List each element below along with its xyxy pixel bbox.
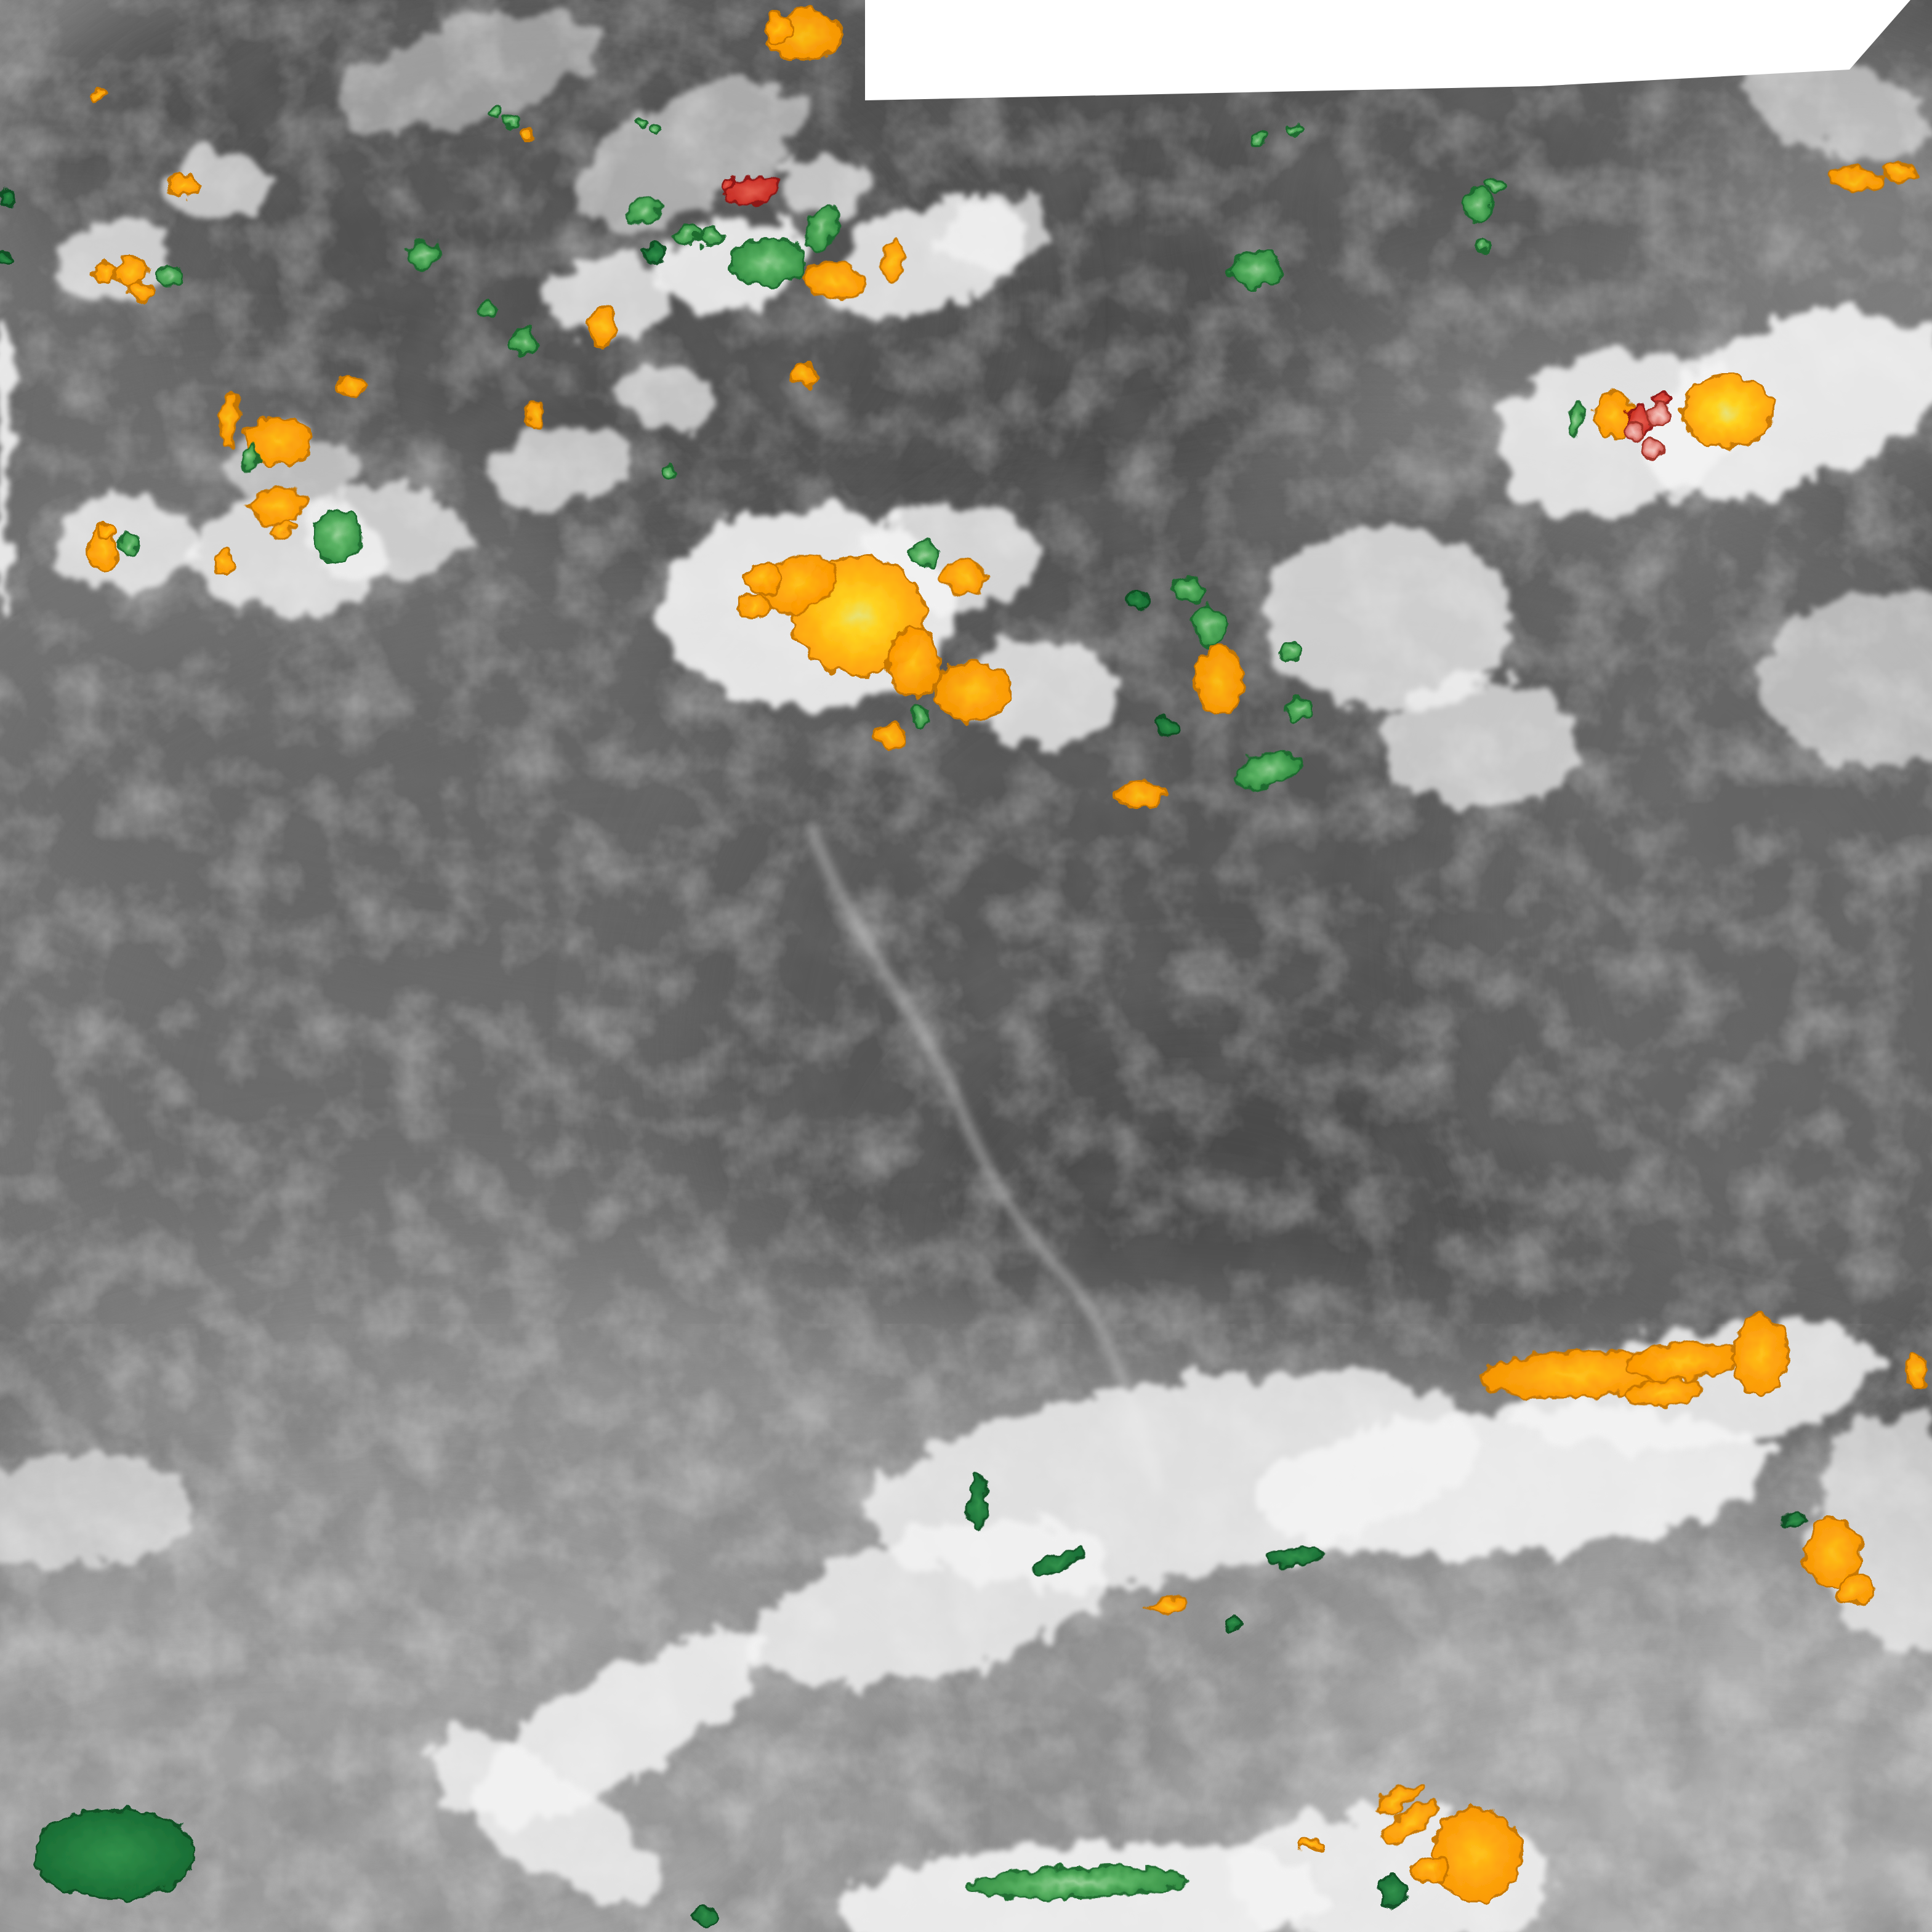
convective-cell-green bbox=[1290, 124, 1303, 134]
convective-cell-orange bbox=[94, 264, 115, 281]
convective-cell-green bbox=[911, 705, 928, 726]
convective-cell-pink bbox=[1626, 422, 1644, 443]
convective-cell-orange bbox=[1411, 1857, 1449, 1882]
convective-cell-green bbox=[1276, 643, 1301, 660]
convective-cell-orange bbox=[888, 628, 940, 697]
cloud-mass bbox=[1382, 674, 1579, 810]
satellite-ir-scene bbox=[0, 0, 1932, 1932]
convective-cell-orange bbox=[766, 14, 793, 43]
convective-cell-orange bbox=[791, 366, 816, 385]
convective-cell-green bbox=[1249, 134, 1264, 145]
convective-cell-red bbox=[720, 180, 738, 191]
convective-cell-green bbox=[1230, 252, 1282, 287]
convective-cell-pink bbox=[1642, 440, 1665, 459]
convective-cell-green bbox=[698, 226, 722, 246]
convective-cell-orange bbox=[127, 281, 151, 300]
convective-cell-green bbox=[155, 265, 182, 286]
convective-cell-green bbox=[1476, 239, 1491, 251]
convective-cell-green bbox=[491, 108, 502, 116]
convective-cell-orange bbox=[522, 128, 533, 138]
convective-cell-dgreen bbox=[1223, 1618, 1241, 1630]
convective-cell-green bbox=[512, 329, 536, 356]
convective-cell-orange bbox=[1298, 1837, 1324, 1848]
convective-cell-orange bbox=[935, 661, 1011, 720]
convective-cell-orange bbox=[1836, 1575, 1873, 1604]
convective-cell-dgreen bbox=[33, 1810, 195, 1899]
satellite-image-viewport bbox=[0, 0, 1932, 1932]
convective-cell-dgreen bbox=[694, 1908, 717, 1923]
convective-cell-dgreen bbox=[0, 191, 16, 206]
convective-cell-orange bbox=[1433, 1808, 1521, 1901]
convective-cell-orange bbox=[745, 564, 782, 594]
convective-cell-green bbox=[635, 118, 648, 128]
convective-cell-orange bbox=[1117, 781, 1164, 808]
convective-cell-green bbox=[909, 542, 938, 567]
convective-cell-green bbox=[1172, 576, 1203, 601]
convective-cell-orange bbox=[589, 307, 616, 344]
convective-cell-orange bbox=[92, 91, 105, 101]
convective-cell-green bbox=[663, 465, 679, 478]
convective-cell-green bbox=[1287, 698, 1310, 719]
convective-cell-orange bbox=[874, 725, 906, 750]
convective-cell-dgreen bbox=[1379, 1875, 1407, 1907]
convective-cell-dgreen bbox=[0, 252, 12, 265]
convective-cell-pink bbox=[1648, 403, 1668, 427]
convective-cell-orange bbox=[99, 526, 115, 538]
convective-cell-green bbox=[731, 239, 805, 286]
convective-cell-dgreen bbox=[1127, 592, 1150, 610]
convective-cell-green bbox=[1487, 179, 1504, 191]
convective-cell-green bbox=[1193, 605, 1225, 646]
convective-cell-orange bbox=[214, 551, 232, 574]
convective-cell-dgreen bbox=[1157, 716, 1178, 736]
cloud-mass bbox=[52, 220, 175, 304]
convective-cell-orange bbox=[166, 174, 198, 196]
convective-cell-orange bbox=[1907, 1353, 1925, 1390]
convective-cell-green bbox=[315, 507, 361, 564]
convective-cell-orange bbox=[738, 595, 770, 619]
convective-cell-yellow bbox=[1682, 376, 1773, 447]
convective-cell-orange bbox=[1734, 1315, 1788, 1394]
convective-cell-orange bbox=[340, 376, 366, 398]
cloud-mass bbox=[616, 363, 720, 431]
convective-cell-green bbox=[504, 115, 518, 126]
convective-cell-green bbox=[1463, 187, 1492, 222]
convective-cell-green bbox=[651, 126, 662, 135]
convective-cell-green bbox=[478, 304, 497, 319]
convective-cell-green bbox=[120, 533, 137, 556]
convective-cell-orange bbox=[115, 257, 149, 284]
convective-cell-dgreen bbox=[645, 243, 662, 265]
convective-cell-orange bbox=[1196, 645, 1243, 717]
